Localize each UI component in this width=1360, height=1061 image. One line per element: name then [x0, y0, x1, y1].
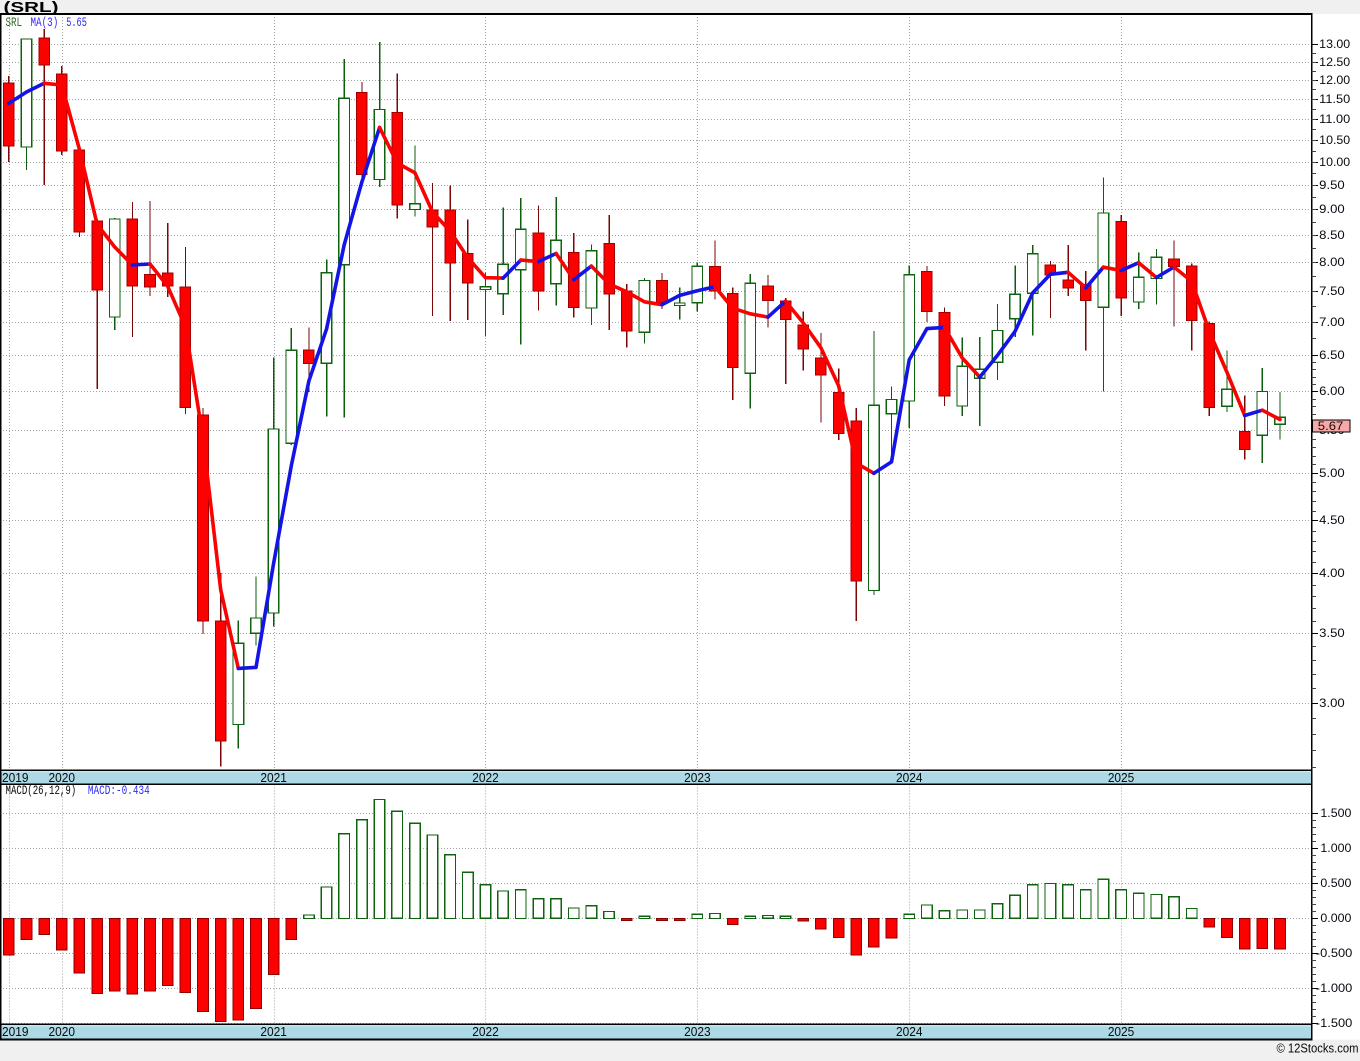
svg-text:2022: 2022 — [472, 1025, 499, 1039]
svg-text:9.50: 9.50 — [1319, 178, 1345, 192]
svg-text:1.500: 1.500 — [1320, 806, 1351, 820]
svg-text:5.00: 5.00 — [1319, 466, 1345, 480]
svg-text:7.00: 7.00 — [1319, 315, 1345, 329]
svg-text:2021: 2021 — [260, 771, 287, 785]
svg-text:4.00: 4.00 — [1319, 566, 1345, 580]
svg-text:2024: 2024 — [896, 771, 923, 785]
svg-text:13.00: 13.00 — [1319, 37, 1350, 51]
svg-text:3.50: 3.50 — [1319, 626, 1345, 640]
svg-text:5.67: 5.67 — [1318, 419, 1344, 433]
svg-text:10.50: 10.50 — [1319, 133, 1350, 147]
svg-text:2019: 2019 — [2, 771, 29, 785]
svg-text:6.50: 6.50 — [1319, 348, 1345, 362]
svg-text:3.00: 3.00 — [1319, 696, 1345, 710]
svg-text:9.00: 9.00 — [1319, 202, 1345, 216]
svg-text:12.50: 12.50 — [1319, 55, 1350, 69]
svg-text:2023: 2023 — [684, 771, 711, 785]
svg-text:2025: 2025 — [1108, 771, 1135, 785]
svg-text:8.00: 8.00 — [1319, 255, 1345, 269]
svg-text:2020: 2020 — [49, 1025, 76, 1039]
svg-text:© 12Stocks.com: © 12Stocks.com — [1277, 1041, 1359, 1055]
svg-text:4.50: 4.50 — [1319, 513, 1345, 527]
svg-text:0.500: 0.500 — [1320, 876, 1351, 890]
svg-text:2023: 2023 — [684, 1025, 711, 1039]
svg-text:2020: 2020 — [49, 771, 76, 785]
svg-text:10.00: 10.00 — [1319, 155, 1350, 169]
svg-text:12.00: 12.00 — [1319, 73, 1350, 87]
svg-text:11.00: 11.00 — [1319, 112, 1350, 126]
svg-text:1.000: 1.000 — [1320, 841, 1351, 855]
svg-text:2025: 2025 — [1108, 1025, 1135, 1039]
svg-text:MACD:-0.434: MACD:-0.434 — [88, 783, 150, 798]
svg-text:-1.000: -1.000 — [1316, 981, 1353, 995]
svg-text:MACD(26,12,9): MACD(26,12,9) — [6, 783, 77, 798]
svg-text:2021: 2021 — [260, 1025, 287, 1039]
svg-text:2022: 2022 — [472, 771, 499, 785]
svg-text:SRL: SRL — [6, 15, 23, 30]
svg-text:2024: 2024 — [896, 1025, 923, 1039]
svg-text:6.00: 6.00 — [1319, 384, 1345, 398]
svg-text:2019: 2019 — [2, 1025, 29, 1039]
svg-text:8.50: 8.50 — [1319, 228, 1345, 242]
svg-text:5.65: 5.65 — [66, 15, 87, 30]
svg-text:0.000: 0.000 — [1320, 911, 1351, 925]
svg-text:7.50: 7.50 — [1319, 284, 1345, 298]
svg-text:11.50: 11.50 — [1319, 92, 1350, 106]
svg-text:-0.500: -0.500 — [1316, 946, 1353, 960]
svg-text:-1.500: -1.500 — [1316, 1016, 1353, 1030]
svg-text:MA(3): MA(3) — [31, 15, 59, 30]
svg-text:(SRL): (SRL) — [4, 0, 59, 16]
